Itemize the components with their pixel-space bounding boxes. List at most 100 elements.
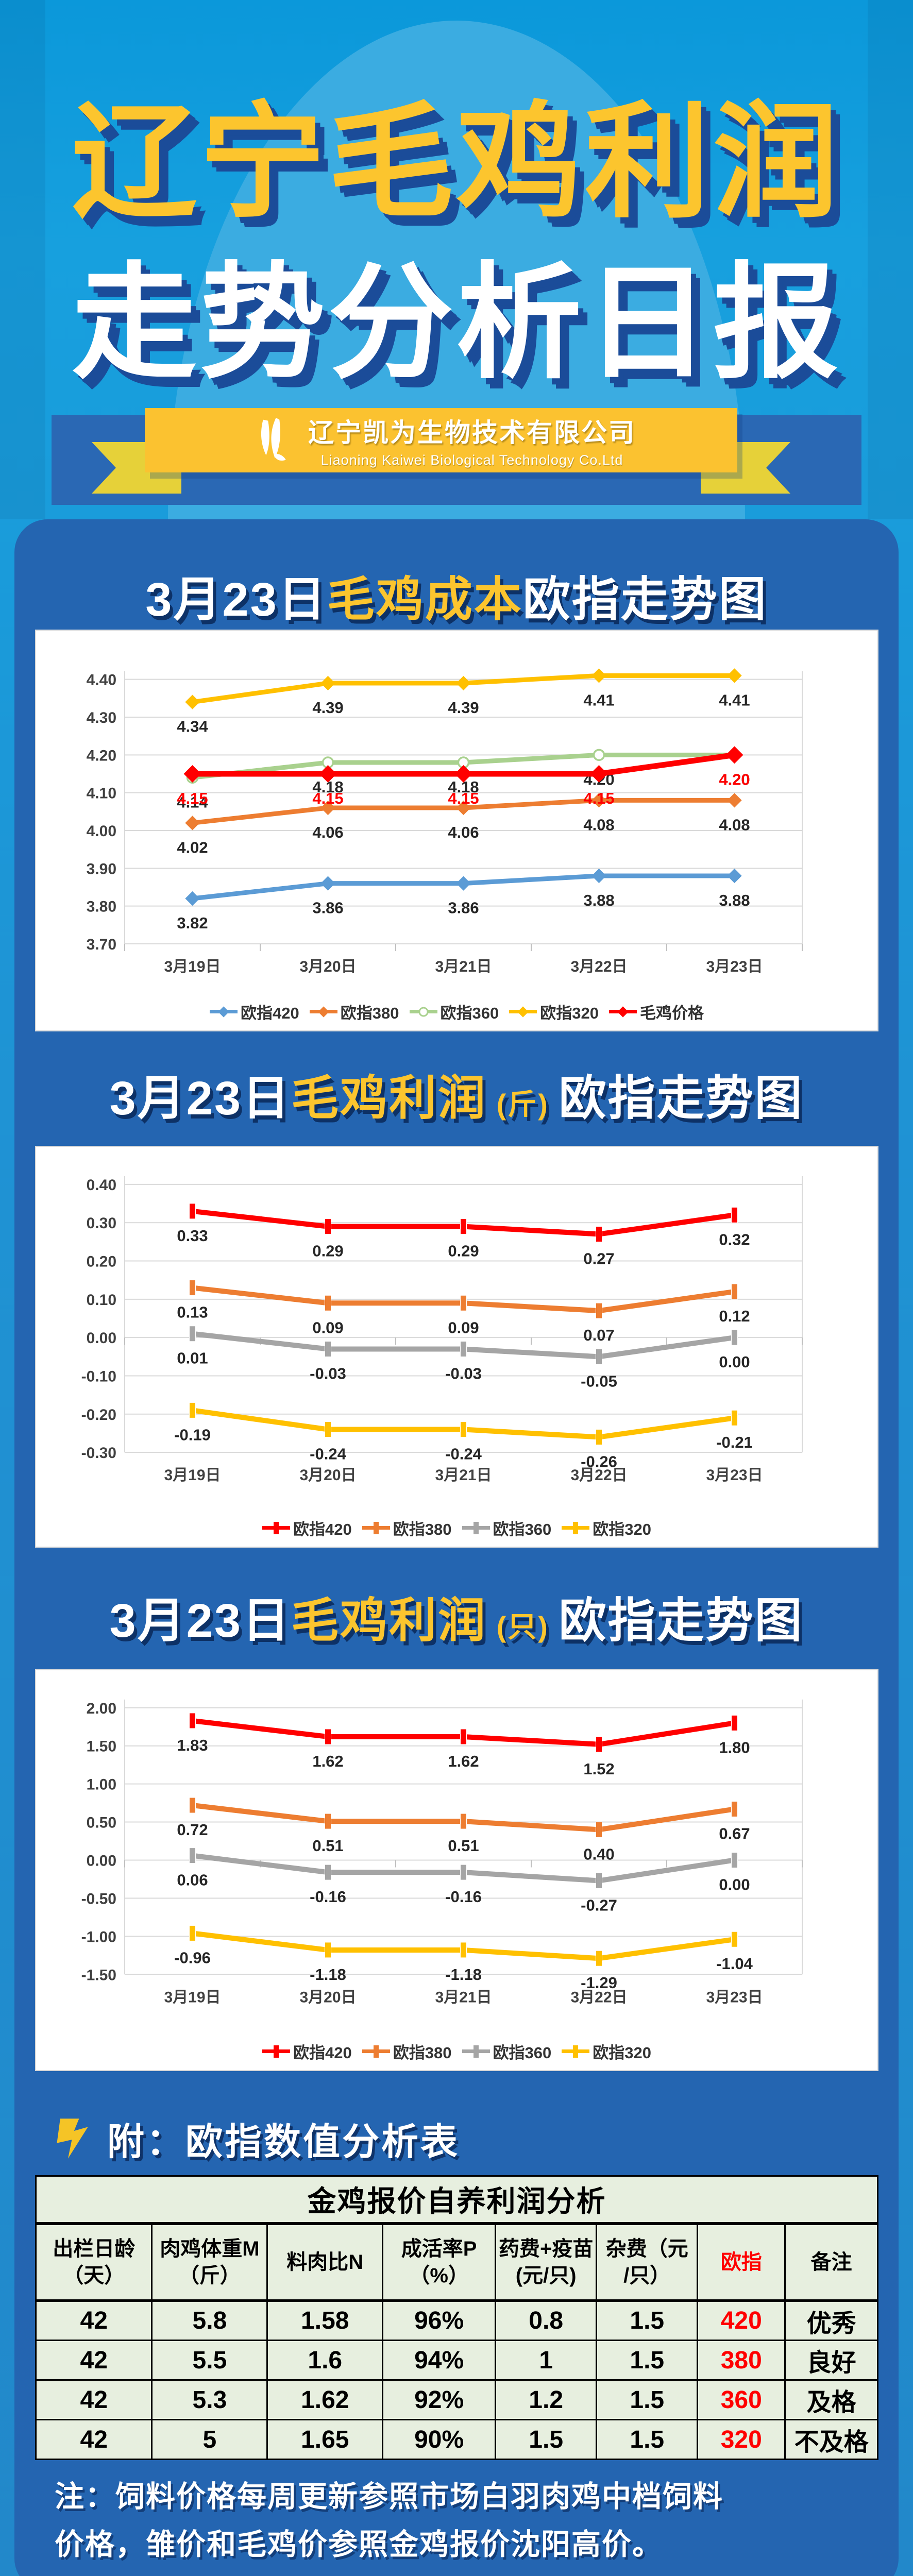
table-cell: 42	[35, 2300, 153, 2341]
legend-label: 欧指380	[340, 1004, 399, 1022]
table-cell: 5.8	[151, 2300, 268, 2341]
data-label: -0.24	[445, 1445, 482, 1463]
data-point	[325, 1864, 331, 1880]
chart-title-part: (斤)	[487, 1088, 559, 1121]
data-point	[596, 1872, 602, 1889]
data-label: -0.24	[310, 1445, 346, 1463]
data-point	[456, 675, 471, 691]
table-row: 42 5.8 1.58 96% 0.8 1.5 420 优秀	[35, 2300, 878, 2341]
table-cell: 92%	[382, 2379, 497, 2420]
data-point	[183, 765, 201, 783]
data-label: 4.08	[719, 816, 750, 834]
data-point	[731, 1715, 738, 1731]
chart-legend: 欧指420 欧指380 欧指360 欧指320 毛鸡价格	[36, 1000, 877, 1023]
company-name-block: 辽宁凯为生物技术有限公司 Liaoning Kaiwei Biological …	[308, 412, 636, 468]
data-point	[725, 746, 743, 764]
data-label: 0.06	[177, 1871, 208, 1889]
data-label: 0.27	[583, 1249, 614, 1267]
data-point	[185, 816, 200, 831]
legend-marker	[262, 2045, 291, 2058]
data-point	[320, 876, 335, 891]
data-label: 0.29	[312, 1242, 343, 1260]
data-label: -0.96	[174, 1948, 211, 1967]
table-cell: 1.5	[495, 2419, 598, 2460]
chart-title-part: 3月23日	[109, 1595, 292, 1647]
data-point	[591, 793, 606, 808]
table-header-row: 出栏日龄 （天） 肉鸡体重M （斤） 料肉比N 成活率P （%） 药费+疫苗 (元/只) 杂费（元…	[35, 2223, 878, 2302]
data-label: 4.15	[312, 789, 343, 807]
data-point	[596, 1226, 602, 1242]
table-header-cell: 欧指	[697, 2223, 786, 2302]
table-cell: 优秀	[784, 2300, 878, 2341]
table-cell: 1.5	[596, 2340, 699, 2381]
data-point	[325, 1813, 331, 1829]
legend-item: 欧指420	[262, 2040, 352, 2063]
table-cell: 5.5	[151, 2340, 268, 2381]
table-cell: 1.65	[266, 2419, 384, 2460]
y-axis-tick-label: 4.00	[87, 823, 116, 840]
y-axis-tick-label: 0.50	[87, 1815, 116, 1832]
table-cell: 1.5	[596, 2419, 699, 2460]
data-point	[731, 1852, 738, 1868]
data-label: 4.34	[177, 718, 208, 736]
note-line2: 价格，雏价和毛鸡价参照金鸡报价沈阳高价。	[55, 2528, 663, 2561]
data-label: -0.26	[581, 1452, 617, 1470]
chart3-profit-per-bird-line-chart: 2.00 1.50 1.00 0.50 0.00 -0.50 -1.00 -1.50 3月19日…	[35, 1669, 878, 2071]
legend-label: 欧指320	[540, 1004, 599, 1022]
data-label: 4.15	[448, 789, 479, 807]
chart-title-part: 毛鸡成本	[327, 573, 523, 626]
data-point	[460, 1341, 467, 1357]
data-label: 4.02	[177, 838, 208, 856]
data-point	[727, 793, 742, 808]
data-label: 1.83	[177, 1736, 208, 1754]
table-cell: 94%	[382, 2340, 497, 2381]
x-axis-tick-label: 3月23日	[706, 1467, 763, 1484]
data-point	[460, 1218, 467, 1235]
table-cell: 320	[697, 2419, 786, 2460]
legend-item: 欧指380	[309, 1000, 399, 1023]
legend-label: 欧指360	[440, 1004, 499, 1022]
data-point	[189, 1925, 196, 1941]
data-label: 3.88	[583, 891, 614, 909]
company-name-en: Liaoning Kaiwei Biological Technology Co…	[320, 452, 623, 468]
data-label: 1.62	[448, 1752, 479, 1770]
y-axis-tick-label: 0.20	[87, 1253, 116, 1270]
chart-title-part: 欧指走势图	[559, 1072, 804, 1125]
x-axis-tick-label: 3月23日	[706, 1989, 763, 2006]
data-label: 3.88	[719, 891, 750, 909]
table-cell: 96%	[382, 2300, 497, 2341]
y-axis-tick-label: 4.10	[87, 785, 116, 802]
x-axis-tick-label: 3月22日	[570, 1989, 627, 2006]
table-row: 42 5.3 1.62 92% 1.2 1.5 360 及格	[35, 2379, 878, 2420]
legend-marker	[562, 1521, 590, 1534]
data-label: 1.62	[312, 1752, 343, 1770]
legend-marker	[509, 1006, 537, 1018]
legend-item: 欧指320	[509, 1000, 599, 1023]
x-axis-tick-label: 3月19日	[164, 958, 221, 975]
table-header-cell: 杂费（元/只）	[596, 2223, 699, 2302]
legend-label: 欧指420	[293, 2044, 352, 2062]
x-axis-tick-label: 3月19日	[164, 1467, 221, 1484]
data-point	[456, 800, 471, 816]
data-label: 0.29	[448, 1242, 479, 1260]
poster-title-line2: 走势分析日报	[71, 253, 841, 393]
data-label: -0.03	[445, 1364, 482, 1382]
table-header-cell: 出栏日龄 （天）	[35, 2223, 153, 2302]
data-label: 4.39	[312, 699, 343, 717]
data-point	[325, 1728, 331, 1745]
legend-marker	[309, 1006, 337, 1018]
data-point	[325, 1341, 331, 1357]
appendix-title: 附：欧指数值分析表	[107, 2122, 460, 2163]
legend-label: 欧指420	[241, 1004, 299, 1022]
y-axis-tick-label: -0.30	[81, 1445, 116, 1462]
data-point	[460, 1942, 467, 1958]
chart-title-part: 3月23日	[109, 1072, 292, 1125]
table-cell: 1.5	[596, 2300, 699, 2341]
data-label: 0.00	[719, 1875, 750, 1893]
table-cell: 1.6	[266, 2340, 384, 2381]
table-header-cell: 料肉比N	[266, 2223, 384, 2302]
table-row: 42 5.5 1.6 94% 1 1.5 380 良好	[35, 2340, 878, 2381]
data-label: 4.06	[448, 823, 479, 841]
y-axis-tick-label: 3.90	[87, 860, 116, 877]
data-point	[189, 1203, 196, 1219]
